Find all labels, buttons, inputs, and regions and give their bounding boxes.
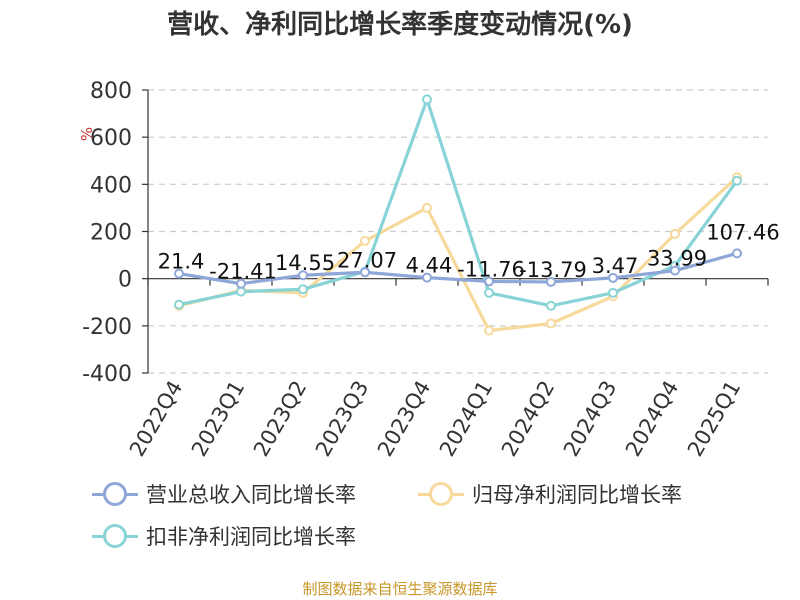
y-axis-label: % bbox=[78, 127, 96, 141]
source-note: 制图数据来自恒生聚源数据库 bbox=[302, 580, 498, 598]
x-tick-label: 2024Q3 bbox=[559, 377, 621, 461]
x-tick-label: 2023Q2 bbox=[249, 377, 311, 461]
data-label: 107.46 bbox=[706, 220, 779, 244]
data-point bbox=[484, 287, 494, 298]
y-tick-label: 400 bbox=[90, 173, 132, 198]
legend-label-revenue: 营业总收入同比增长率 bbox=[146, 483, 356, 507]
data-point bbox=[546, 276, 556, 287]
data-label: 3.47 bbox=[592, 254, 639, 278]
data-point bbox=[546, 318, 556, 329]
data-label: 33.99 bbox=[647, 247, 707, 271]
data-label: 14.55 bbox=[275, 251, 335, 275]
data-point bbox=[484, 276, 494, 287]
y-tick-label: 0 bbox=[118, 268, 132, 293]
x-tick-label: 2022Q4 bbox=[125, 377, 187, 461]
legend-marker-deducted-net-profit-icon bbox=[92, 523, 138, 549]
legend-marker-net-profit-icon bbox=[418, 481, 464, 507]
x-tick-label: 2024Q2 bbox=[497, 377, 559, 461]
data-point bbox=[298, 284, 308, 295]
data-point bbox=[422, 272, 432, 283]
data-label: 27.07 bbox=[337, 248, 397, 272]
x-tick-label: 2023Q1 bbox=[187, 377, 249, 461]
legend-item-revenue[interactable]: 营业总收入同比增长率 bbox=[92, 479, 356, 509]
x-tick-label: 2023Q4 bbox=[373, 377, 435, 461]
data-point bbox=[360, 235, 370, 246]
data-point bbox=[546, 300, 556, 311]
legend-marker-revenue-icon bbox=[92, 481, 138, 507]
data-point bbox=[298, 270, 308, 281]
data-point bbox=[236, 286, 246, 297]
y-tick-label: 800 bbox=[90, 79, 132, 104]
grid-layer bbox=[148, 89, 768, 374]
legend-item-deducted-net-profit[interactable]: 扣非净利润同比增长率 bbox=[92, 521, 356, 551]
data-label: 4.44 bbox=[406, 254, 453, 278]
y-tick-label: -400 bbox=[82, 362, 132, 387]
data-point bbox=[236, 278, 246, 289]
data-point bbox=[732, 248, 742, 259]
data-point bbox=[608, 287, 618, 298]
legend-label-net-profit: 归母净利润同比增长率 bbox=[472, 483, 682, 507]
legend-label-deducted-net-profit: 扣非净利润同比增长率 bbox=[146, 525, 356, 549]
data-point bbox=[174, 299, 184, 310]
y-tick-label: -200 bbox=[82, 315, 132, 340]
data-label: -21.41 bbox=[209, 260, 277, 284]
data-point bbox=[484, 325, 494, 336]
data-point bbox=[732, 175, 742, 186]
series-line bbox=[177, 97, 739, 308]
x-tick-label: 2024Q1 bbox=[435, 377, 497, 461]
series-layer bbox=[174, 94, 742, 336]
data-label: -13.79 bbox=[519, 258, 587, 282]
data-point bbox=[422, 202, 432, 213]
legend-item-net-profit[interactable]: 归母净利润同比增长率 bbox=[418, 479, 682, 509]
data-point bbox=[670, 228, 680, 239]
y-tick-label: 200 bbox=[90, 221, 132, 246]
series-line bbox=[177, 251, 739, 286]
data-point bbox=[422, 94, 432, 105]
data-point bbox=[608, 272, 618, 283]
x-tick-label: 2024Q4 bbox=[621, 377, 683, 461]
x-tick-label: 2023Q3 bbox=[311, 377, 373, 461]
x-tick-label: 2025Q1 bbox=[683, 377, 745, 461]
data-label: 21.4 bbox=[158, 250, 205, 274]
chart-title: 营收、净利同比增长率季度变动情况(%) bbox=[167, 10, 633, 40]
data-label: -11.76 bbox=[457, 257, 525, 281]
data-point bbox=[670, 265, 680, 276]
data-point bbox=[174, 268, 184, 279]
data-point bbox=[360, 267, 370, 278]
y-tick-label: 600 bbox=[90, 126, 132, 151]
